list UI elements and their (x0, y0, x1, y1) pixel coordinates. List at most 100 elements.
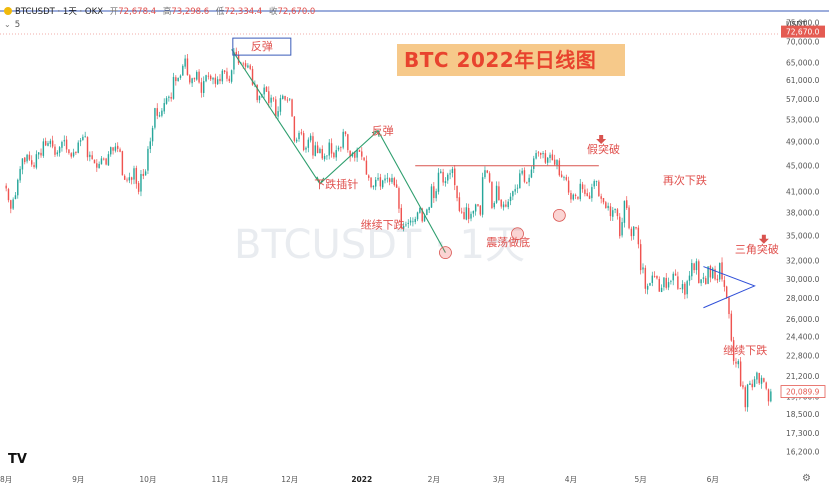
candle-body (91, 155, 93, 160)
candle-body (293, 116, 296, 141)
candle-body (277, 111, 279, 117)
candle-body (749, 383, 751, 385)
candle-body (24, 157, 26, 163)
candle-body (335, 150, 337, 158)
candle-body (365, 160, 368, 175)
tradingview-logo: TV (8, 452, 27, 467)
close-value: 72,670.0 (277, 7, 316, 17)
candle-body (63, 140, 65, 142)
candle-body (388, 178, 391, 182)
triangle-pattern (703, 266, 756, 309)
candle-body (191, 78, 193, 84)
candle-body (316, 145, 319, 154)
candle-body (691, 262, 693, 277)
candle-body (168, 96, 170, 98)
candle-body (14, 195, 17, 199)
candle-body (7, 189, 10, 201)
candle-body (567, 180, 570, 193)
candle-body (584, 189, 586, 194)
candle-body (709, 265, 712, 278)
candle-body (156, 108, 158, 116)
candle-body (72, 152, 75, 157)
candle-body (337, 147, 340, 150)
candle-body (621, 222, 623, 236)
candle-body (307, 139, 310, 148)
candle-body (574, 194, 577, 196)
low-label: 低 (215, 7, 225, 17)
candle-body (70, 153, 72, 157)
candle-body (221, 70, 224, 82)
candle-body (112, 147, 114, 151)
candle-body (688, 275, 691, 281)
candle-body (144, 171, 147, 176)
candle-body (196, 72, 198, 80)
chevron-down-icon[interactable]: ⌄ (4, 20, 11, 29)
y-tick-label: 21,200.0 (786, 372, 820, 381)
candle-body (423, 215, 426, 222)
candle-body (474, 204, 477, 212)
y-tick-label: 30,000.0 (786, 275, 820, 284)
candle-body (207, 75, 210, 77)
x-tick-label: 5月 (635, 475, 647, 484)
candle-body (75, 151, 77, 154)
candle-body (372, 185, 375, 188)
candle-body (770, 391, 772, 402)
candle-body (537, 152, 540, 154)
symbol-title[interactable]: BTCUSDT · 1天 · OKX (15, 7, 104, 17)
annotation-label: 反弹 (372, 124, 394, 138)
candle-body (630, 228, 633, 237)
candle-body (298, 132, 300, 140)
candle-body (374, 179, 377, 187)
candle-body (558, 160, 561, 176)
candle-body (560, 174, 563, 178)
currency-label: USDT (786, 20, 807, 29)
candle-body (272, 98, 275, 100)
candle-body (377, 177, 379, 180)
candle-body (530, 169, 533, 178)
candle-body (488, 173, 491, 182)
candle-body (172, 76, 175, 99)
candle-body (51, 140, 54, 147)
candle-body (158, 115, 161, 117)
candle-body (412, 221, 414, 223)
candle-body (147, 148, 149, 171)
candle-body (767, 389, 770, 402)
gear-icon[interactable]: ⚙ (802, 473, 811, 484)
candle-body (140, 173, 142, 192)
y-tick-label: 28,000.0 (786, 294, 820, 303)
candle-body (17, 179, 19, 196)
btc-coin-icon (4, 7, 12, 15)
y-tick-label: 38,000.0 (786, 209, 820, 218)
candle-body (89, 154, 91, 157)
candle-body (635, 226, 637, 229)
last-price-tag: 20,089.9 (786, 388, 820, 397)
candle-body (291, 99, 293, 117)
candle-body (707, 266, 709, 284)
y-tick-label: 18,500.0 (786, 410, 820, 419)
candle-body (619, 216, 621, 237)
candle-body (686, 281, 688, 295)
candle-body (214, 77, 217, 84)
candle-body (653, 276, 656, 277)
candle-body (588, 195, 591, 199)
candle-body (186, 58, 189, 76)
candle-body (177, 77, 179, 81)
candle-body (326, 155, 328, 157)
indicator-row[interactable]: ⌄ 5 (4, 20, 20, 30)
candle-body (751, 383, 753, 388)
candle-body (695, 261, 698, 271)
candle-body (651, 275, 654, 283)
candle-body (442, 172, 444, 183)
annotation-label: 反弹 (251, 39, 273, 53)
candle-body (21, 158, 24, 170)
candle-body (284, 95, 286, 100)
annotation-label: 再次下跌 (663, 173, 707, 187)
candle-body (42, 141, 45, 156)
candle-body (393, 178, 396, 186)
candle-body (463, 212, 465, 220)
candle-body (514, 189, 516, 192)
candle-body (84, 136, 86, 138)
candle-body (644, 267, 647, 289)
candle-body (105, 158, 107, 165)
candle-body (77, 142, 79, 153)
